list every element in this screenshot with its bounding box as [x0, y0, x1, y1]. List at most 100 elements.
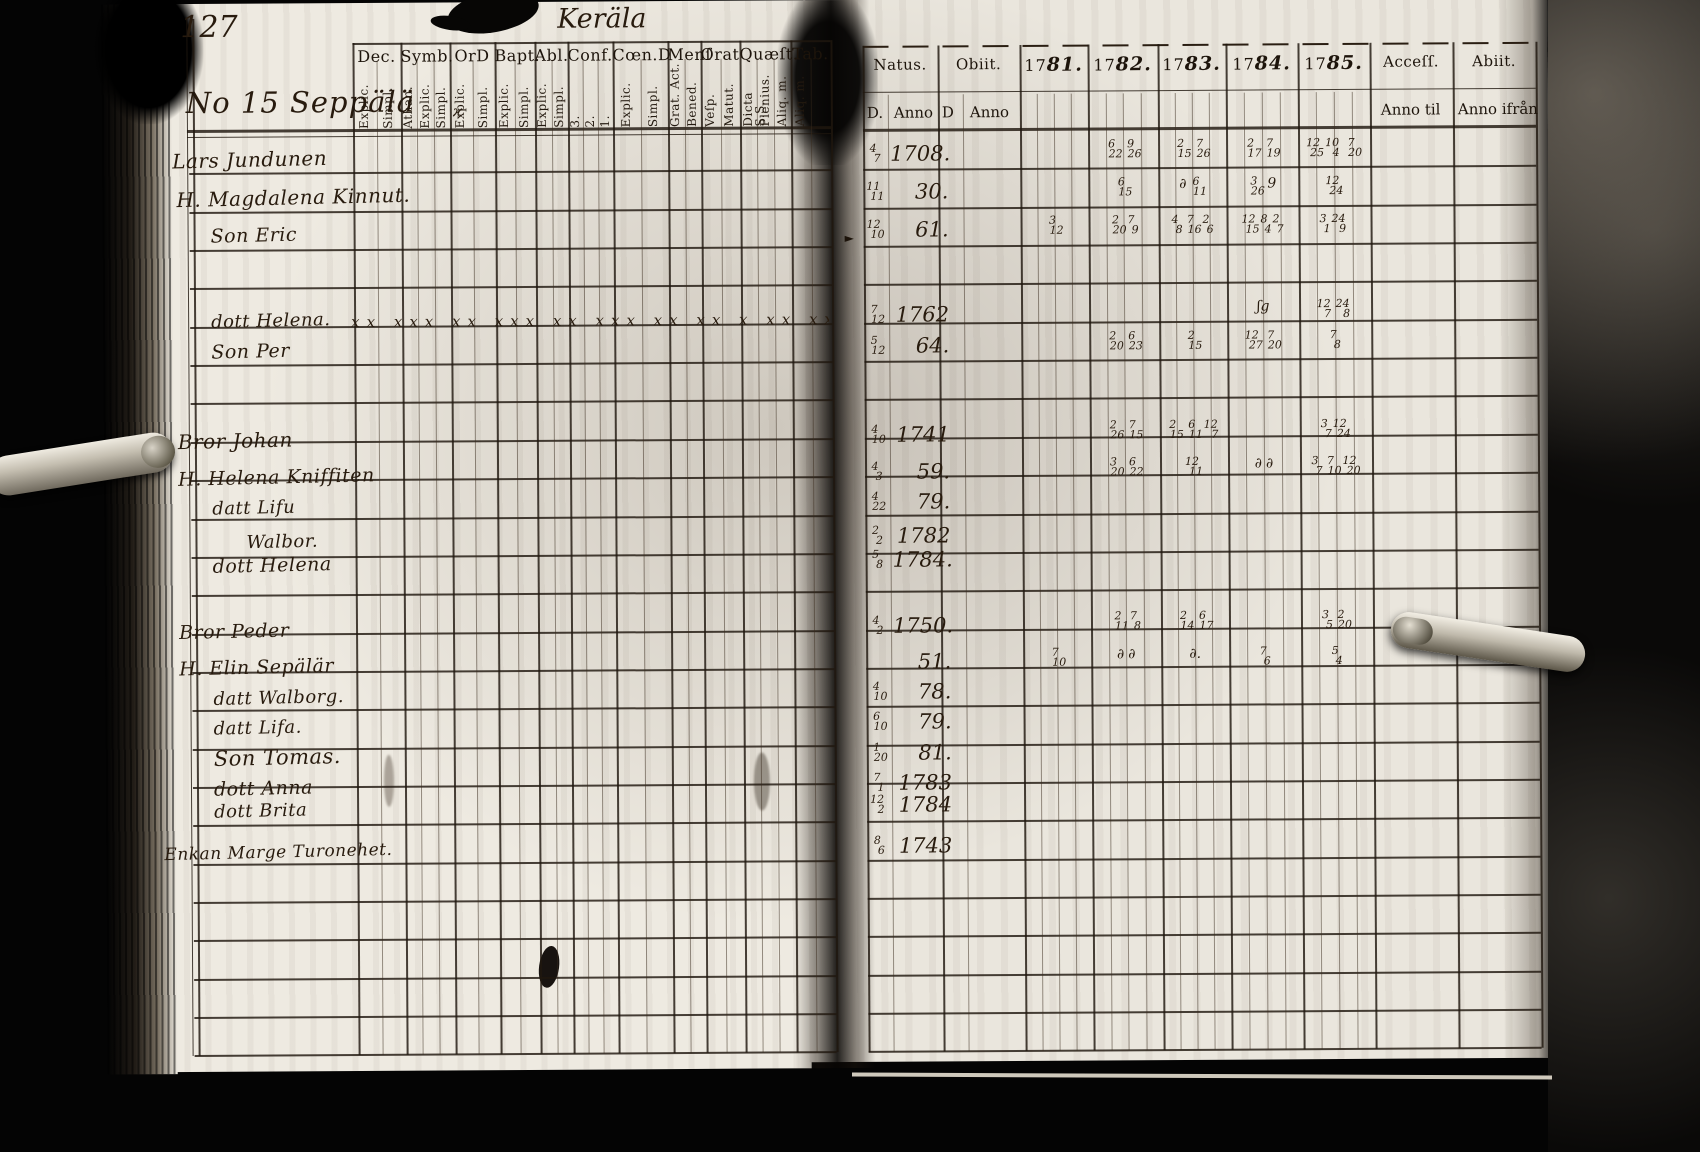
person-name: Son Eric — [210, 223, 298, 248]
person-name: H. Elin Sepälär — [179, 654, 335, 681]
column-group-label: Cœn.D — [612, 45, 672, 65]
column-group-label: Orat — [700, 44, 740, 64]
column-group-label: Bapt. — [494, 45, 541, 66]
person-name: dott Brita — [213, 799, 308, 823]
column-sub-label: Matut. — [721, 83, 736, 127]
column-sub-label: Aliq. m. — [792, 75, 807, 127]
column-sub-label: Explic. — [534, 82, 549, 128]
communion-mark: 3 12 — [1048, 213, 1064, 237]
page-number: 127 — [180, 9, 238, 46]
communion-mark: 2 15 6 11 12 7 — [1169, 417, 1219, 442]
natus-day: 1 20 — [873, 740, 888, 764]
natus-year: 1782 — [896, 523, 951, 548]
natus-year: 1743 — [898, 833, 953, 858]
column-sub-label: Bened. — [684, 81, 699, 128]
year-label: 1785. — [1304, 51, 1363, 75]
communion-mark: 3 20 6 22 — [1109, 455, 1144, 479]
communion-mark: ʃg — [1256, 298, 1270, 315]
communion-mark: 3 7 12 24 — [1320, 416, 1351, 441]
column-sub-label: Simpl. — [645, 85, 660, 128]
column-sub-label: Aliq. m. — [774, 75, 789, 127]
person-name: dott Helena. — [210, 309, 331, 333]
column-sub-label: 3. — [567, 115, 582, 128]
person-name: datt Lifu — [212, 496, 296, 520]
paper-smudge — [383, 754, 395, 807]
natus-year: 1762 — [895, 302, 950, 327]
year-label: 1783. — [1162, 52, 1221, 75]
natus-header: Natus. — [873, 55, 927, 74]
communion-mark: 2 15 7 26 — [1177, 136, 1211, 160]
communion-mark: 2 20 6 23 — [1109, 329, 1143, 353]
column-sub-label: Simpl. — [475, 86, 490, 129]
communion-mark: 12 27 7 20 — [1244, 328, 1282, 352]
year-handwritten-digits: 81. — [1046, 53, 1083, 76]
communion-mark: ∂ ∂ — [1254, 455, 1274, 472]
natus-year: 64. — [915, 333, 950, 358]
person-name: Bror Peder — [178, 619, 290, 645]
communion-mark: 4 8 7 16 2 6 — [1171, 212, 1214, 237]
natus-day: 4 10 — [871, 422, 886, 446]
natus-year: 51. — [917, 649, 952, 674]
page-edge-left — [101, 4, 178, 1075]
column-sub-label: Athan. — [400, 85, 415, 129]
natus-sub-d: D. — [866, 103, 884, 122]
natus-year: 78. — [917, 679, 952, 704]
natus-year: 59. — [916, 459, 951, 484]
column-sub-label: Simpl. — [551, 85, 566, 128]
natus-year: 79. — [916, 489, 951, 514]
column-sub-label: Simpl. — [433, 86, 448, 129]
natus-day: 12 2 — [870, 792, 885, 816]
natus-day: 11 11 — [866, 179, 885, 203]
column-group-label: Symb. — [400, 46, 454, 66]
column-group-label: Menſ — [667, 44, 712, 65]
column-group-label: Dec. — [357, 46, 396, 67]
column-sub-label: Explic. — [356, 83, 371, 130]
accessit-header: Acceſſ. — [1383, 52, 1440, 71]
person-name: Son Tomas. — [213, 744, 342, 771]
column-group-label: Conf. — [567, 45, 613, 65]
communion-mark: 2 11 7 8 — [1114, 609, 1142, 633]
communion-mark: 6 15 — [1117, 175, 1133, 199]
year-handwritten-digits: 84. — [1254, 52, 1291, 75]
natus-year: 61. — [915, 217, 949, 242]
natus-day: 5 12 — [870, 333, 886, 357]
communion-mark: 7 10 — [1051, 645, 1067, 669]
communion-mark: 2 20 7 9 — [1111, 213, 1139, 237]
person-name: dott Anna — [213, 776, 314, 801]
communion-mark: 3 5 2 20 — [1321, 607, 1353, 632]
abiit-header: Abiit. — [1472, 51, 1517, 71]
year-label: 1781. — [1024, 53, 1083, 76]
column-sub-label: 1. — [597, 114, 612, 128]
natus-year: 1784 — [898, 792, 953, 817]
obiit-sub-anno: Anno — [969, 103, 1010, 122]
natus-day: 6 10 — [873, 709, 888, 733]
column-sub-label: Explic. — [618, 82, 633, 128]
column-sub-label: 2. — [582, 115, 597, 128]
communion-mark: 12 25 10 4 7 20 — [1306, 135, 1363, 160]
natus-year: 1783 — [898, 770, 953, 795]
year-handwritten-digits: 83. — [1184, 52, 1221, 75]
column-group-label: Abl. — [534, 45, 569, 65]
person-name: datt Walborg. — [213, 685, 345, 711]
natus-year: 1784. — [892, 547, 953, 572]
person-name: Lars Jundunen — [171, 145, 328, 174]
column-sub-label: Grat. Act. — [667, 63, 682, 128]
natus-day: 4 10 — [872, 679, 888, 703]
natus-sub-anno: Anno — [893, 103, 934, 122]
communion-mark: 2 14 6 17 — [1179, 608, 1214, 632]
column-sub-label: Veſp. — [702, 93, 717, 127]
communion-mark: 2 17 7 19 — [1247, 136, 1281, 160]
abiit-sub: Anno ifrån — [1457, 99, 1538, 119]
communion-x-marks: xx xxx xx xxx xx xxx xx xx x xx xxx x — [351, 310, 830, 332]
natus-year: 79. — [918, 709, 952, 734]
natus-year: 1741 — [896, 422, 950, 447]
person-name: Bror Johan — [177, 427, 294, 455]
